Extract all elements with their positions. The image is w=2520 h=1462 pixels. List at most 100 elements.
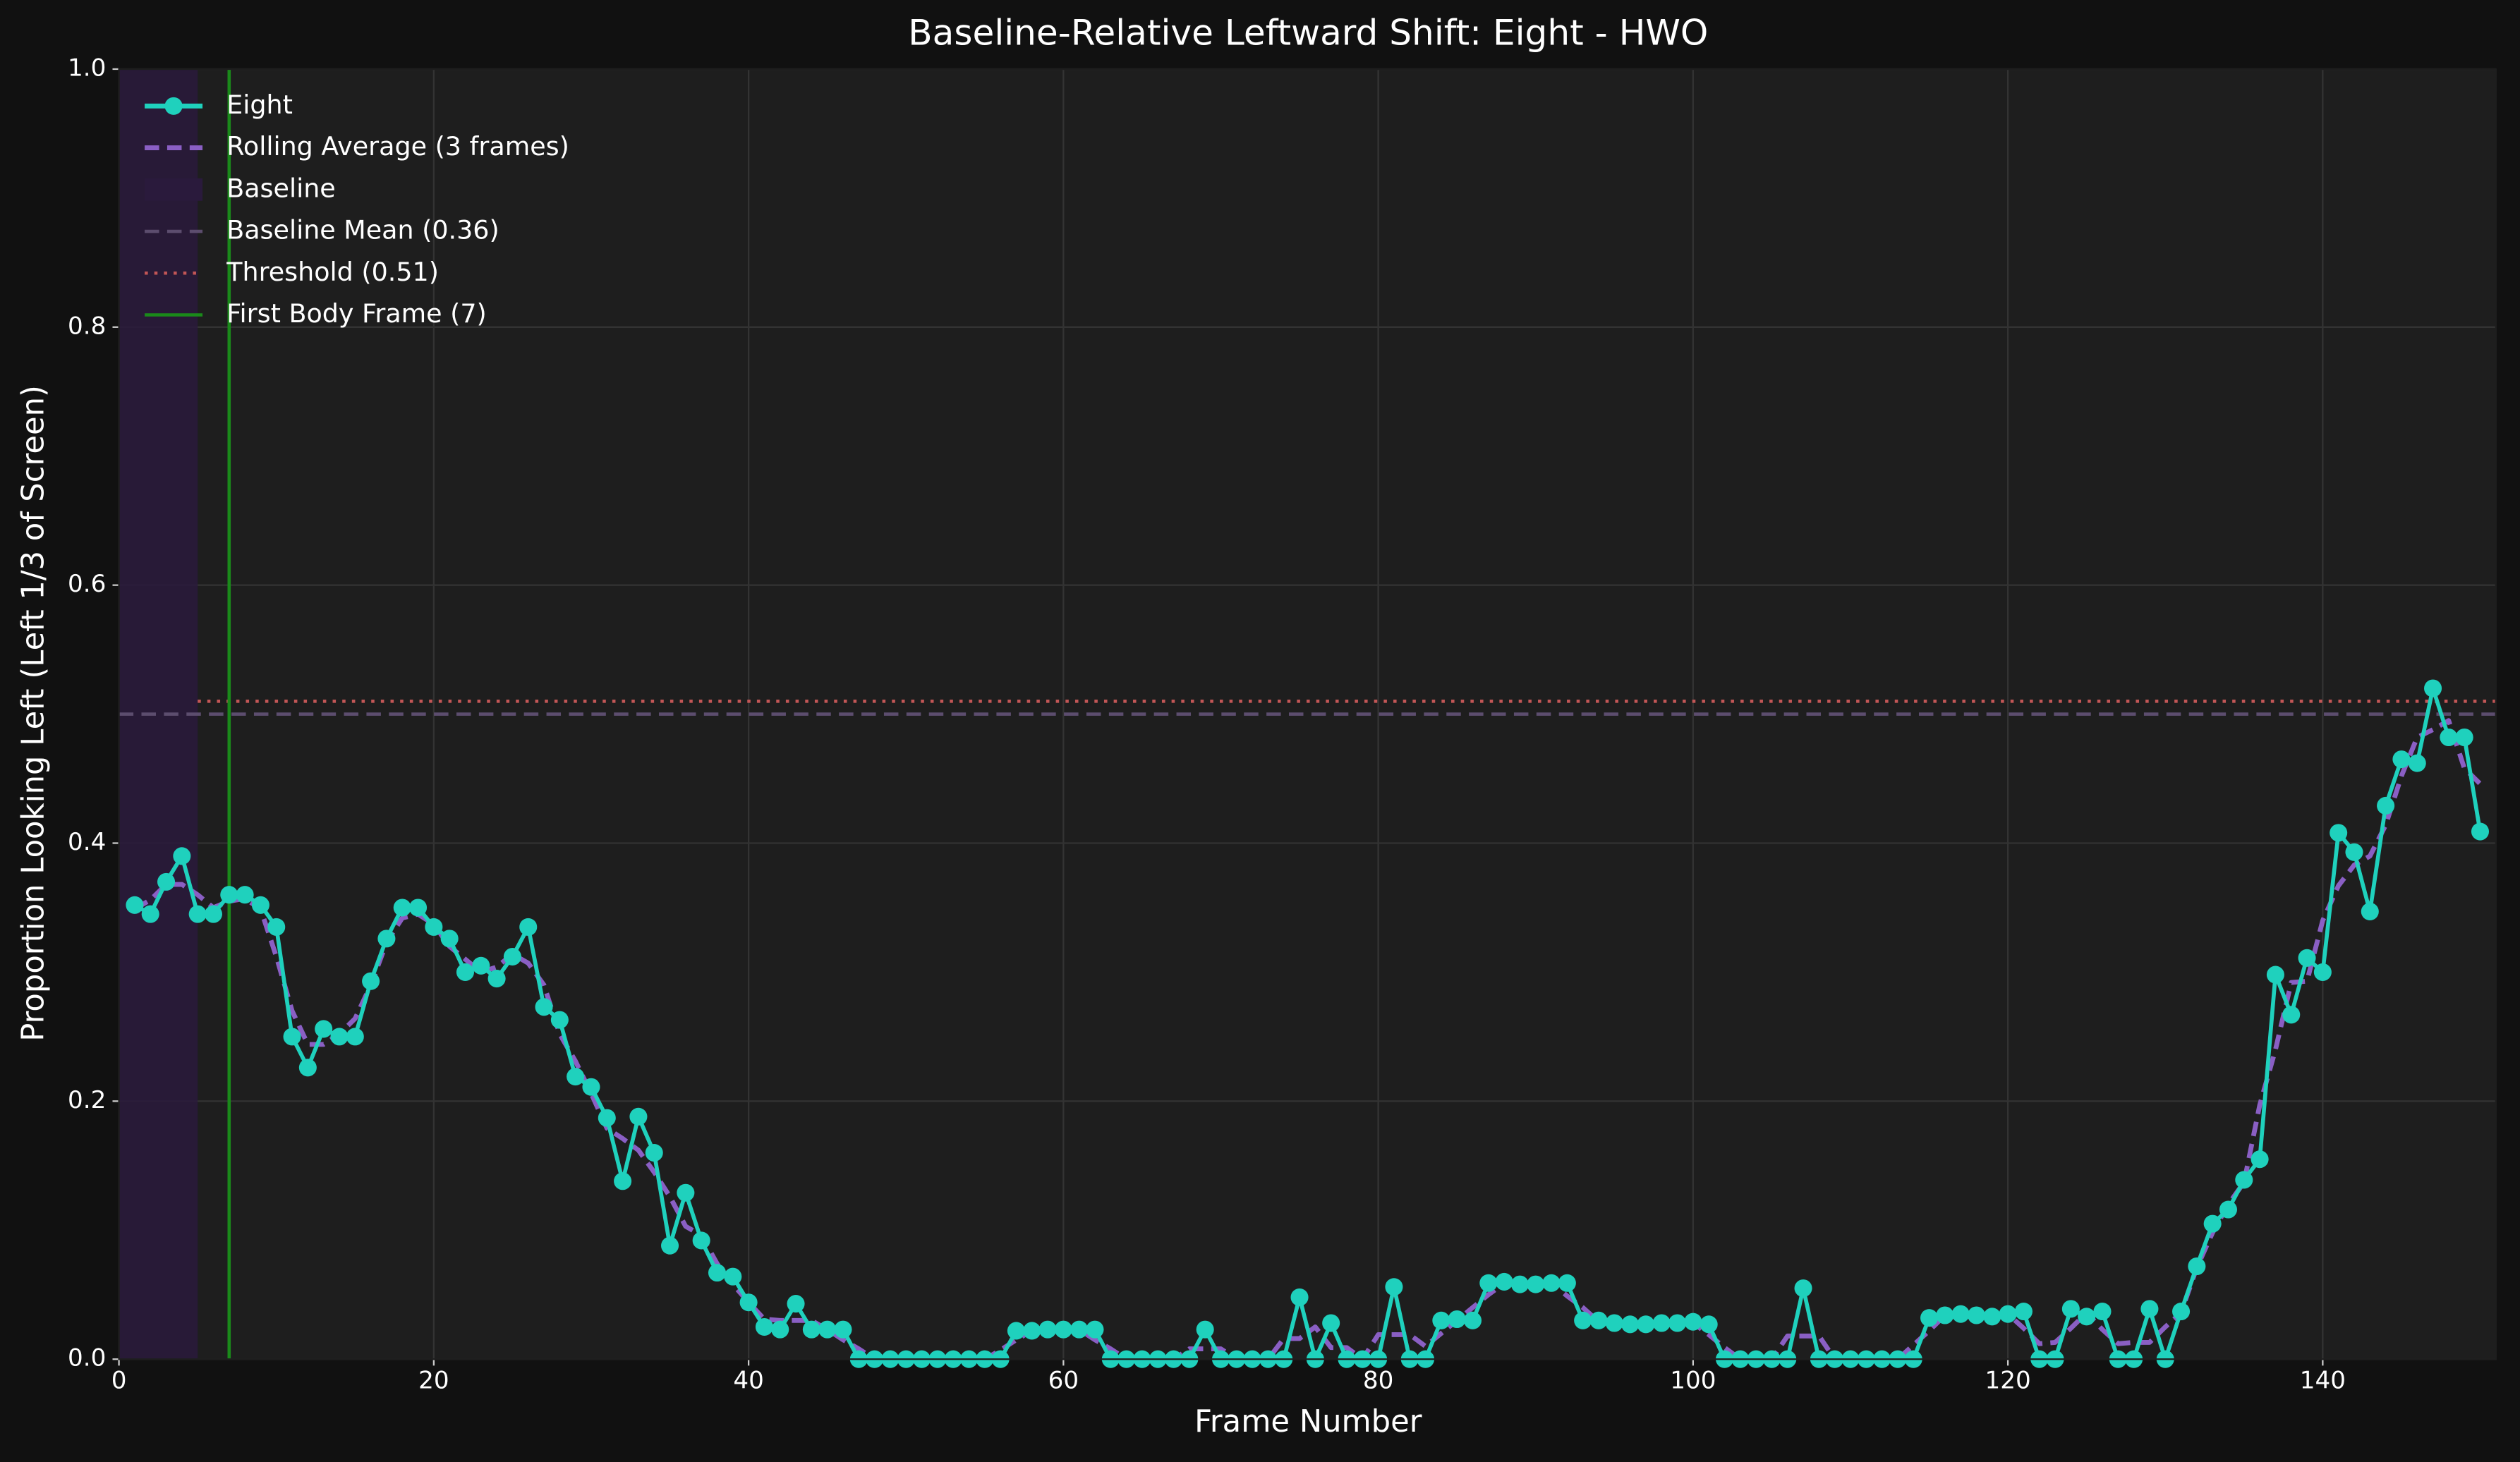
x-axis-label: Frame Number (1194, 1404, 1422, 1439)
data-point (173, 847, 191, 865)
data-point (755, 1317, 773, 1336)
y-tick-label: 0.4 (68, 828, 106, 856)
data-point (141, 905, 159, 923)
data-point (1605, 1314, 1623, 1332)
data-point (834, 1320, 852, 1339)
data-point (2440, 728, 2458, 747)
data-point (1007, 1322, 1025, 1340)
legend-swatch (145, 178, 203, 201)
data-point (2377, 796, 2395, 815)
data-point (2471, 822, 2490, 841)
data-point (708, 1264, 727, 1282)
legend-label: First Body Frame (7) (226, 298, 487, 329)
legend-marker (164, 97, 183, 115)
data-point (1385, 1278, 1403, 1296)
data-point (425, 918, 443, 936)
data-point (2392, 750, 2411, 769)
data-point (1054, 1320, 1072, 1339)
plot-frame (118, 68, 2497, 1360)
data-point (1558, 1274, 1576, 1292)
data-point (2235, 1171, 2253, 1189)
data-point (2282, 1006, 2301, 1024)
data-point (236, 886, 254, 904)
data-point (1794, 1279, 1812, 1298)
x-tick-label: 100 (1670, 1367, 1716, 1395)
data-point (519, 918, 538, 936)
x-tick-label: 40 (733, 1367, 763, 1395)
x-tick-label: 60 (1048, 1367, 1079, 1395)
data-point (2061, 1300, 2080, 1318)
data-point (1999, 1305, 2017, 1323)
x-tick-label: 120 (1985, 1367, 2031, 1395)
y-tick-label: 0.6 (68, 570, 106, 598)
legend-label: Rolling Average (3 frames) (226, 131, 569, 162)
y-axis-label: Proportion Looking Left (Left 1/3 of Scr… (16, 385, 52, 1042)
data-point (787, 1295, 805, 1313)
data-point (1038, 1320, 1057, 1339)
x-tick-label: 20 (418, 1367, 449, 1395)
data-point (2251, 1150, 2269, 1169)
data-point (1448, 1310, 1466, 1329)
data-point (2078, 1308, 2096, 1326)
data-point (2203, 1214, 2222, 1233)
data-point (1652, 1314, 1671, 1332)
data-point (1936, 1306, 1954, 1324)
chart-title: Baseline-Relative Leftward Shift: Eight … (908, 12, 1708, 54)
plot-background (119, 68, 2496, 1360)
data-point (456, 963, 475, 981)
data-point (204, 905, 223, 923)
legend-label: Baseline Mean (0.36) (226, 215, 499, 245)
data-point (126, 896, 144, 914)
data-point (2330, 824, 2348, 842)
data-point (2140, 1300, 2159, 1318)
data-point (409, 898, 428, 917)
legend-label: Threshold (0.51) (226, 257, 439, 287)
data-point (1527, 1275, 1545, 1293)
legend-label: Eight (226, 90, 293, 120)
data-point (1023, 1322, 1041, 1340)
data-point (2014, 1302, 2033, 1321)
data-point (267, 918, 286, 936)
data-point (2219, 1200, 2238, 1219)
data-point (1637, 1315, 1655, 1334)
data-point (2298, 949, 2316, 967)
data-point (2345, 843, 2363, 861)
data-point (661, 1236, 679, 1255)
data-point (157, 872, 176, 891)
data-point (251, 896, 269, 914)
data-point (724, 1267, 742, 1286)
x-tick-label: 0 (111, 1367, 127, 1395)
data-point (1700, 1315, 1718, 1334)
data-point (1432, 1311, 1450, 1329)
data-point (503, 947, 521, 966)
data-point (393, 898, 411, 917)
data-point (2361, 902, 2379, 920)
data-point (330, 1028, 349, 1046)
data-point (1196, 1320, 1214, 1339)
data-point (377, 930, 396, 948)
data-point (2188, 1257, 2206, 1276)
x-tick-label: 80 (1363, 1367, 1393, 1395)
data-point (582, 1078, 600, 1096)
data-point (220, 886, 238, 904)
y-tick-label: 0.2 (68, 1086, 106, 1114)
data-point (298, 1059, 317, 1077)
data-point (1967, 1306, 1986, 1324)
data-point (550, 1011, 569, 1029)
data-point (472, 956, 490, 975)
data-point (188, 905, 207, 923)
data-point (2455, 728, 2473, 747)
data-point (1684, 1312, 1702, 1331)
data-point (346, 1028, 364, 1046)
data-point (1510, 1275, 1529, 1293)
data-point (818, 1320, 837, 1339)
data-point (802, 1320, 820, 1339)
data-point (2266, 965, 2284, 984)
data-point (535, 998, 553, 1016)
data-point (2172, 1302, 2191, 1321)
data-point (315, 1020, 333, 1038)
data-point (677, 1183, 695, 1202)
data-point (567, 1068, 585, 1086)
data-point (1668, 1314, 1687, 1332)
